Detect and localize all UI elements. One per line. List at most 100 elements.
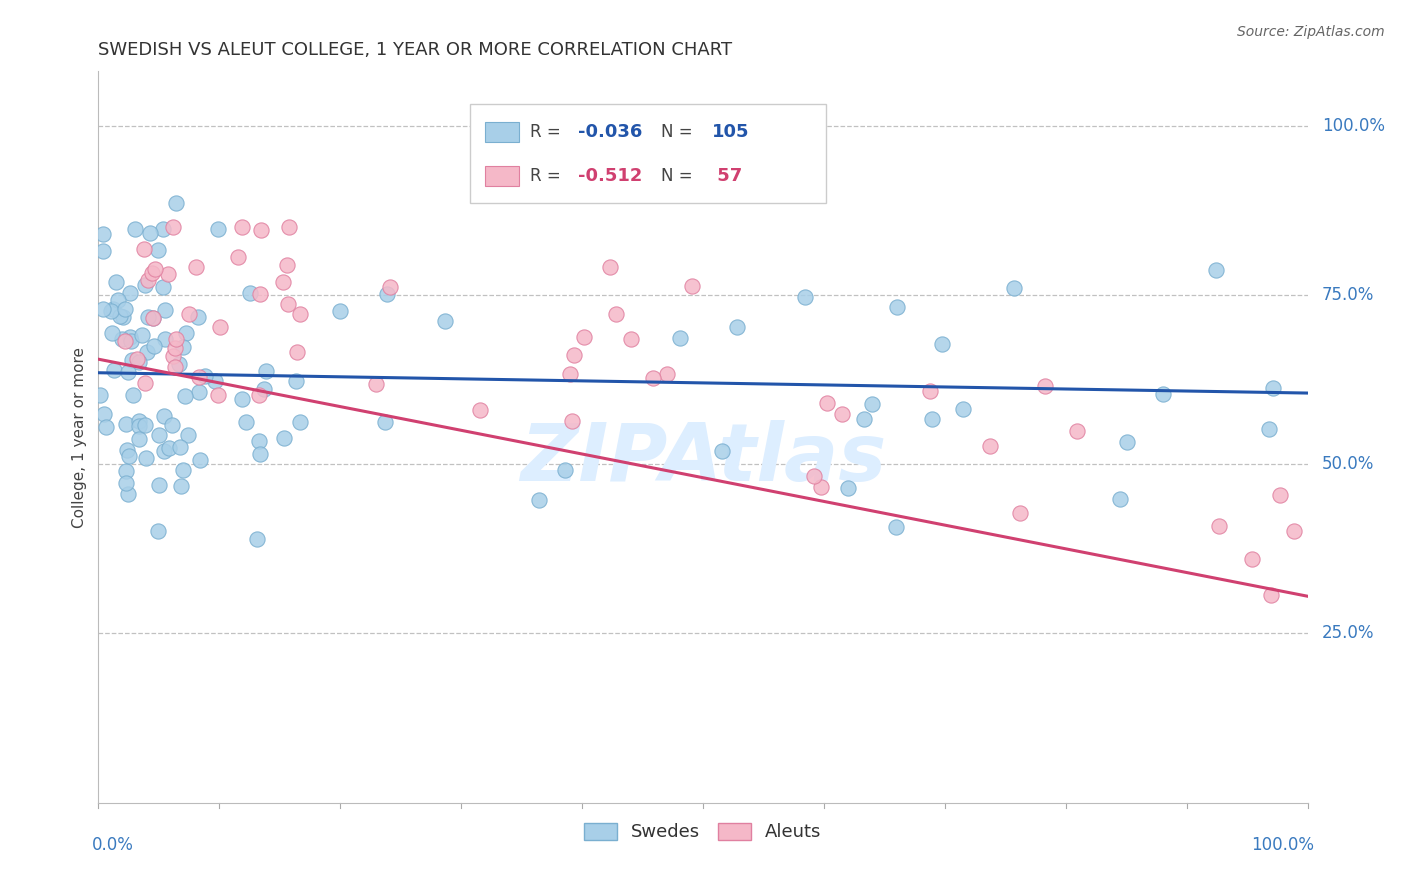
Point [152,444,174,458]
Point [711,444,734,458]
Point [564,348,586,362]
Point [142,310,165,325]
Point [174,389,197,403]
Point [1258,422,1281,436]
Point [114,334,136,349]
Point [152,222,174,236]
Point [837,481,859,495]
Text: 25.0%: 25.0% [1322,624,1375,642]
Point [1066,424,1088,438]
Point [169,440,191,454]
Point [254,364,277,378]
Point [207,222,229,236]
Point [120,334,142,348]
Point [226,250,249,264]
Point [605,307,627,321]
Point [153,303,176,318]
Point [165,195,187,210]
Point [794,290,817,304]
Point [163,359,186,374]
Point [148,477,170,491]
Point [470,403,492,417]
Text: -0.036: -0.036 [578,123,643,141]
Point [1208,519,1230,533]
Point [884,520,907,534]
Point [572,330,595,344]
Text: N =: N = [661,123,697,141]
Text: N =: N = [661,167,697,185]
Point [111,310,134,325]
Point [146,524,169,538]
Point [378,279,401,293]
Point [188,370,211,384]
Point [153,332,176,346]
Point [128,432,150,446]
Point [433,314,456,328]
Point [91,244,114,258]
Point [117,487,139,501]
Point [167,357,190,371]
Point [114,464,136,478]
Point [247,388,270,402]
Text: 50.0%: 50.0% [1322,455,1375,473]
Point [239,286,262,301]
Point [253,382,276,396]
Point [103,362,125,376]
Point [136,310,159,324]
Point [172,463,194,477]
Point [91,302,114,317]
Point [204,374,226,388]
Point [1108,491,1130,506]
Point [132,242,155,256]
Point [277,297,299,311]
Point [143,339,166,353]
Point [815,396,838,410]
Text: 100.0%: 100.0% [1322,117,1385,135]
FancyBboxPatch shape [485,166,519,186]
Point [187,310,209,325]
Point [188,385,211,400]
Point [364,376,387,391]
Point [668,331,690,345]
Point [111,332,134,346]
Point [179,307,201,321]
Text: SWEDISH VS ALEUT COLLEGE, 1 YEAR OR MORE CORRELATION CHART: SWEDISH VS ALEUT COLLEGE, 1 YEAR OR MORE… [98,41,733,59]
Point [886,300,908,314]
Point [128,355,150,369]
Point [810,480,832,494]
Point [128,414,150,428]
Point [165,332,187,346]
Point [141,266,163,280]
Point [101,301,124,316]
Point [374,415,396,429]
Point [114,417,136,431]
Point [247,434,270,449]
Point [157,441,180,455]
Point [89,388,111,402]
Point [1241,552,1264,566]
Point [979,439,1001,453]
Point [375,286,398,301]
Point [93,407,115,421]
Point [188,452,211,467]
Point [273,431,295,445]
Point [114,476,136,491]
Text: -0.512: -0.512 [578,167,643,185]
Point [554,463,576,477]
Point [921,412,943,426]
Point [134,277,156,292]
Point [152,279,174,293]
Text: 57: 57 [711,167,742,185]
Point [1260,588,1282,602]
FancyBboxPatch shape [485,122,519,143]
Text: 100.0%: 100.0% [1250,836,1313,854]
Point [681,279,703,293]
Point [108,309,131,323]
Legend: Swedes, Aleuts: Swedes, Aleuts [576,815,830,848]
Point [853,412,876,426]
Point [125,351,148,366]
Point [558,367,581,381]
Point [134,418,156,433]
Point [135,450,157,465]
Point [329,304,352,318]
